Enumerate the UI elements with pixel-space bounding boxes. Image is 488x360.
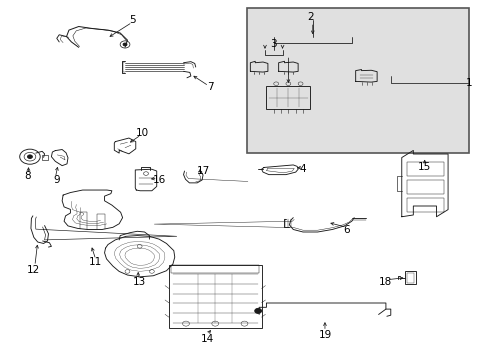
Bar xyxy=(171,265,259,273)
Circle shape xyxy=(254,309,261,314)
Bar xyxy=(168,265,261,328)
Text: 18: 18 xyxy=(379,277,392,287)
Text: 1: 1 xyxy=(465,78,471,88)
Bar xyxy=(406,198,443,212)
Bar xyxy=(42,155,48,159)
Text: 9: 9 xyxy=(53,175,60,185)
Text: 14: 14 xyxy=(201,333,214,343)
Text: 2: 2 xyxy=(306,12,313,22)
Bar xyxy=(406,180,443,194)
Text: 5: 5 xyxy=(129,15,135,26)
Bar xyxy=(407,273,413,283)
Text: 11: 11 xyxy=(89,257,102,267)
Text: 16: 16 xyxy=(152,175,165,185)
Text: 6: 6 xyxy=(343,225,349,235)
Text: 10: 10 xyxy=(135,129,148,138)
Text: 19: 19 xyxy=(318,330,331,340)
Bar xyxy=(266,86,310,109)
Circle shape xyxy=(123,43,127,46)
Text: 8: 8 xyxy=(24,171,31,181)
Text: 4: 4 xyxy=(299,164,305,174)
Bar xyxy=(405,271,415,284)
Text: 13: 13 xyxy=(133,277,146,287)
Circle shape xyxy=(27,155,32,158)
Text: 7: 7 xyxy=(206,82,213,92)
Text: 17: 17 xyxy=(196,166,209,176)
Text: 15: 15 xyxy=(417,162,430,172)
FancyBboxPatch shape xyxy=(246,8,468,153)
Bar xyxy=(406,162,443,176)
Text: 3: 3 xyxy=(270,39,277,49)
Text: 12: 12 xyxy=(27,265,41,275)
